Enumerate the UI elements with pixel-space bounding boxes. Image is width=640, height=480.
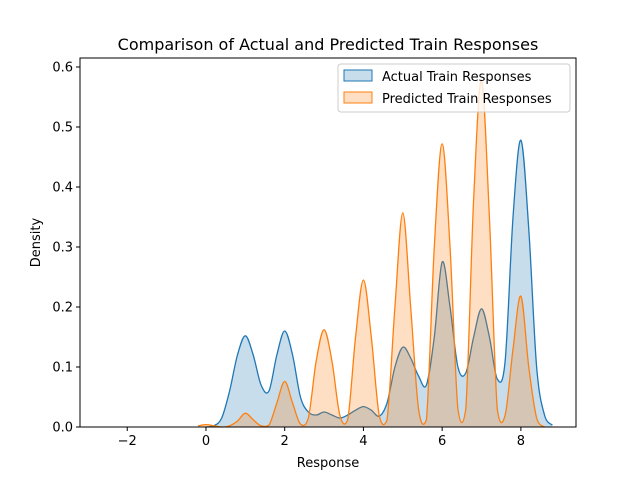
series-layer bbox=[197, 79, 553, 428]
chart-title: Comparison of Actual and Predicted Train… bbox=[118, 35, 539, 54]
series-line-1 bbox=[197, 79, 545, 428]
x-tick-label: 4 bbox=[359, 434, 367, 449]
x-tick-label: 8 bbox=[517, 434, 525, 449]
plot-frame bbox=[79, 57, 577, 428]
y-tick-label: 0.4 bbox=[52, 181, 73, 196]
series-area-1 bbox=[198, 80, 545, 427]
series-area-0 bbox=[205, 140, 553, 428]
x-tick-label: −2 bbox=[118, 434, 137, 449]
x-tick-label: 2 bbox=[281, 434, 289, 449]
x-tick-label: 6 bbox=[438, 434, 446, 449]
legend-label-actual: Actual Train Responses bbox=[382, 70, 532, 85]
x-tick-label: 0 bbox=[202, 434, 210, 449]
y-axis-ticks: 0.0 0.1 0.2 0.3 0.4 0.5 0.6 bbox=[52, 61, 80, 436]
legend-frame bbox=[337, 63, 571, 113]
y-tick-label: 0.6 bbox=[52, 61, 73, 76]
series-line-0 bbox=[205, 139, 553, 428]
legend: Actual Train Responses Predicted Train R… bbox=[337, 63, 571, 113]
y-tick-label: 0.0 bbox=[52, 421, 73, 436]
legend-label-predicted: Predicted Train Responses bbox=[382, 92, 552, 107]
y-tick-label: 0.3 bbox=[52, 241, 73, 256]
legend-swatch-predicted bbox=[343, 91, 373, 104]
x-axis-ticks: −2 0 2 4 6 8 bbox=[118, 427, 525, 449]
y-axis-label: Density bbox=[29, 217, 44, 267]
y-tick-label: 0.5 bbox=[52, 121, 73, 136]
legend-swatch-actual bbox=[343, 69, 373, 82]
x-axis-label: Response bbox=[297, 456, 359, 471]
y-tick-label: 0.2 bbox=[52, 301, 73, 316]
y-tick-label: 0.1 bbox=[52, 361, 73, 376]
